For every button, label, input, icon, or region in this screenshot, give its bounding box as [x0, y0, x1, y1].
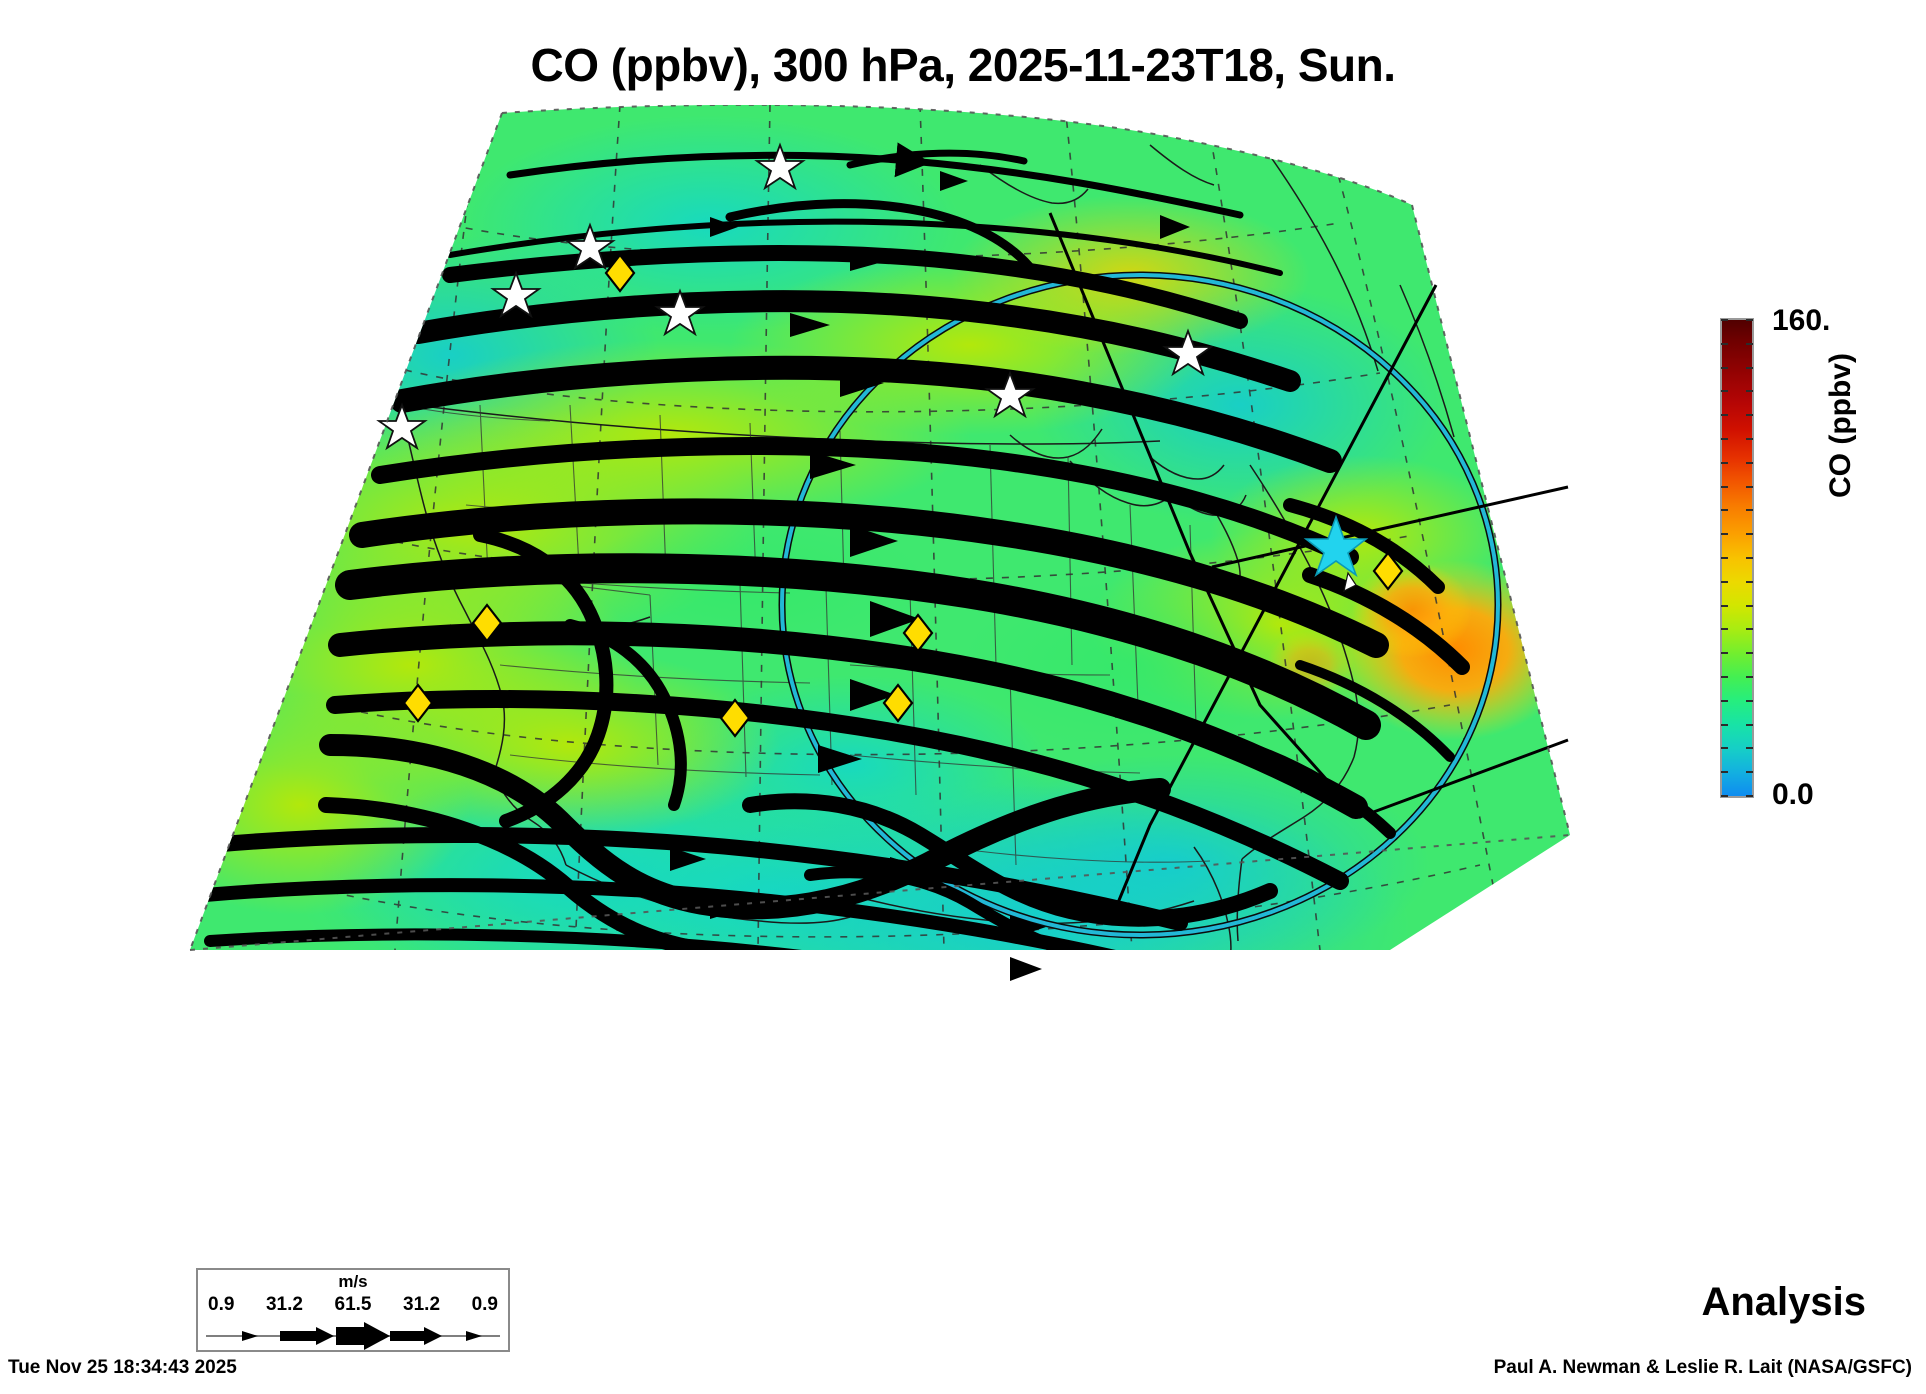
- waypoint-diamond: [402, 253, 1404, 738]
- wind-value-2: 61.5: [334, 1294, 372, 1315]
- author-credit: Paul A. Newman & Leslie R. Lait (NASA/GS…: [1493, 1357, 1912, 1378]
- wind-arrow-scale-icon: [206, 1322, 500, 1350]
- render-timestamp: Tue Nov 25 18:34:43 2025: [8, 1357, 237, 1378]
- wind-value-3: 31.2: [403, 1294, 441, 1315]
- site-star: [376, 142, 1214, 451]
- wind-speed-legend: m/s 0.9 31.2 61.5 31.2 0.9: [196, 1268, 510, 1352]
- wind-streamlines: [198, 142, 1470, 951]
- map-frame: [189, 105, 1570, 951]
- colorbar: 160. 0.0 CO (ppbv): [1720, 304, 1926, 818]
- map-panel[interactable]: [150, 105, 1570, 1260]
- analysis-label: Analysis: [1701, 1280, 1866, 1324]
- wind-value-0: 0.9: [208, 1294, 235, 1315]
- colorbar-max-label: 160.: [1772, 304, 1831, 337]
- page-title: CO (ppbv), 300 hPa, 2025-11-23T18, Sun.: [530, 39, 1396, 91]
- colorbar-axis-title: CO (ppbv): [1824, 353, 1857, 498]
- map-plot[interactable]: [150, 105, 1570, 1260]
- colorbar-min-label: 0.0: [1772, 778, 1814, 811]
- wind-value-1: 31.2: [265, 1294, 303, 1315]
- wind-units-label: m/s: [338, 1272, 368, 1291]
- station-markers[interactable]: [376, 142, 1404, 738]
- small-site-marker: [1343, 571, 1357, 593]
- wind-value-4: 0.9: [471, 1294, 498, 1315]
- wind-value-labels: 0.9 31.2 61.5 31.2 0.9: [198, 1294, 508, 1316]
- range-circle: [778, 271, 1502, 939]
- streamline-arrowheads: [670, 171, 1190, 981]
- base-star-icon: [1303, 514, 1369, 578]
- colorbar-ticks: [1720, 318, 1754, 798]
